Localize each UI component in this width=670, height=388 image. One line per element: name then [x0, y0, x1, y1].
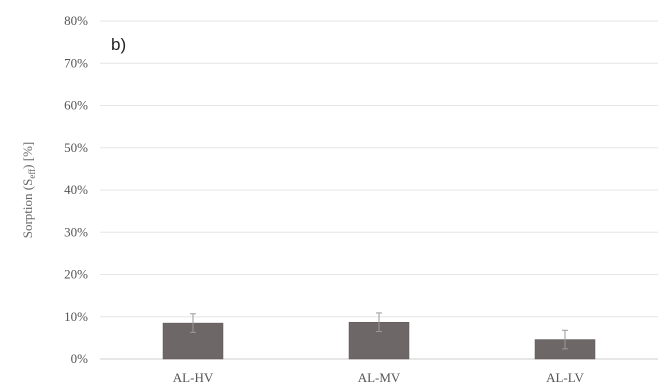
y-tick-label: 70%: [64, 55, 88, 70]
x-tick-label: AL-HV: [173, 370, 214, 385]
y-tick-labels: 0% 10% 20% 30% 40% 50% 60% 70% 80%: [64, 13, 88, 366]
bars: [162, 312, 596, 360]
y-tick-label: 10%: [64, 309, 88, 324]
error-bar-al-hv: [190, 313, 196, 333]
error-bar-al-mv: [376, 312, 382, 333]
error-bar-al-lv: [562, 329, 568, 350]
gridlines: [100, 20, 658, 360]
y-tick-label: 0%: [71, 351, 89, 366]
y-axis-label: Sorption (Seff) [%]: [20, 142, 37, 239]
panel-label: b): [111, 35, 126, 54]
y-axis-label-subscript: eff: [27, 169, 37, 179]
y-tick-label: 80%: [64, 13, 88, 28]
y-axis-label-suffix: ) [%]: [20, 142, 35, 169]
y-tick-label: 50%: [64, 140, 88, 155]
y-tick-label: 20%: [64, 267, 88, 282]
x-tick-label: AL-MV: [358, 370, 401, 385]
y-axis-label-prefix: Sorption (S: [20, 179, 35, 239]
y-tick-label: 60%: [64, 98, 88, 113]
x-tick-label: AL-LV: [546, 370, 584, 385]
y-tick-label: 30%: [64, 224, 88, 239]
x-category-labels: AL-HV AL-MV AL-LV: [173, 370, 585, 385]
y-tick-label: 40%: [64, 182, 88, 197]
